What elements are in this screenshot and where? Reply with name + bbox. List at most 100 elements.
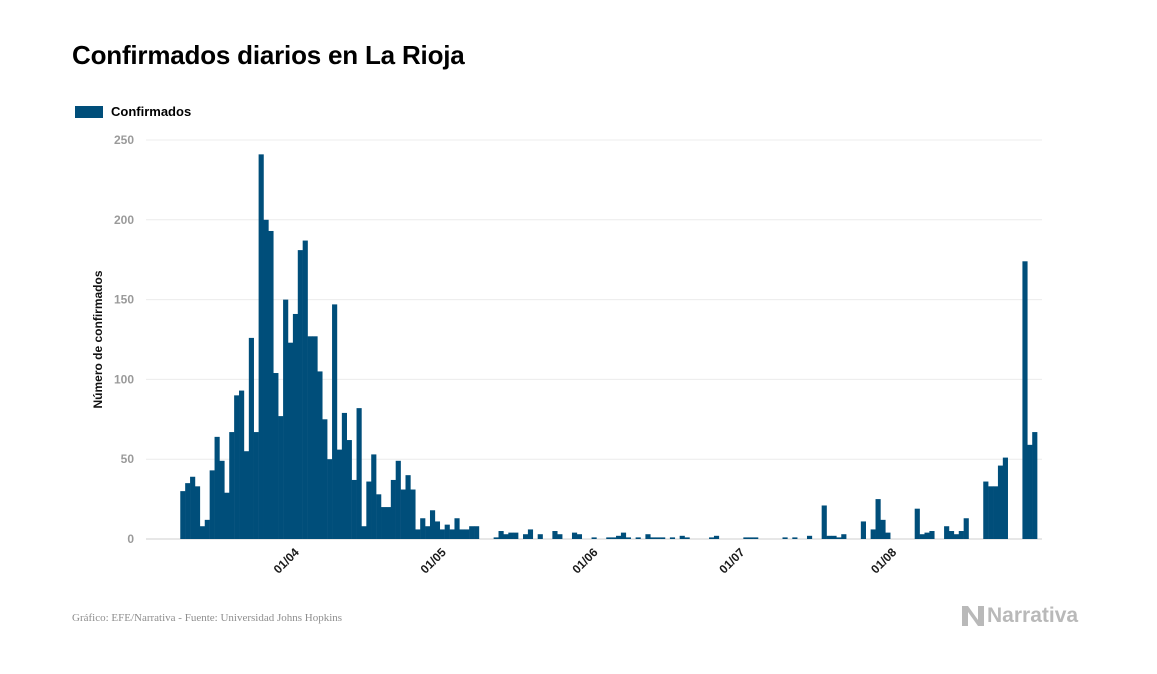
bar [307, 336, 313, 539]
x-tick-label: 01/07 [716, 545, 747, 576]
bar [248, 337, 254, 539]
bar [444, 524, 450, 539]
bar [919, 534, 925, 539]
bar [420, 518, 426, 539]
bar [885, 532, 891, 539]
bar [860, 521, 866, 539]
bar [983, 481, 989, 539]
bar [449, 529, 455, 539]
bar [190, 476, 196, 539]
bar [312, 336, 318, 539]
bar [395, 460, 401, 539]
bar [332, 304, 338, 539]
bar [831, 535, 837, 539]
y-axis-ticks: 0 50 100 150 200 250 [114, 133, 134, 546]
legend-label: Confirmados [111, 104, 192, 119]
bar [361, 526, 367, 539]
chart-title: Confirmados diarios en La Rioja [72, 40, 465, 70]
bar [346, 440, 352, 539]
bar [1002, 457, 1008, 539]
bar [268, 230, 274, 539]
brand-name: Narrativa [987, 604, 1079, 627]
bar [498, 531, 504, 539]
bar [870, 529, 876, 539]
bar [322, 419, 328, 539]
bar [806, 535, 813, 539]
y-tick-label: 200 [114, 213, 134, 227]
bar [341, 412, 347, 539]
bar [297, 250, 303, 539]
bar [635, 537, 641, 539]
bar [660, 537, 666, 539]
bar [415, 529, 421, 539]
bar [283, 299, 289, 539]
bar [180, 491, 186, 539]
bar [552, 531, 558, 539]
bar [669, 537, 676, 539]
bar [527, 529, 534, 539]
bar [381, 507, 387, 539]
bar [239, 390, 245, 539]
bar [434, 521, 441, 539]
x-tick-label: 01/04 [271, 545, 302, 576]
bar [713, 535, 720, 539]
bar [988, 486, 994, 539]
brand-logo: Narrativa [962, 604, 1078, 628]
bar [385, 507, 392, 539]
bar [958, 531, 964, 539]
bar [611, 537, 617, 539]
bar [469, 526, 475, 539]
bar [263, 219, 269, 540]
bar [1032, 432, 1038, 539]
bar [371, 454, 377, 539]
bar [405, 475, 411, 539]
y-tick-label: 150 [114, 293, 134, 307]
y-tick-label: 50 [121, 452, 135, 466]
bar [616, 535, 622, 539]
bar [929, 531, 935, 539]
bar [963, 518, 969, 539]
bar [278, 416, 284, 539]
bar [243, 451, 250, 539]
bar [709, 537, 715, 539]
bar [645, 534, 651, 539]
bar [410, 489, 416, 539]
bar [194, 486, 201, 539]
bar [327, 459, 333, 539]
bar [836, 537, 842, 539]
bar [944, 526, 950, 539]
bar [253, 432, 259, 539]
bar [537, 534, 543, 539]
x-tick-label: 01/08 [868, 545, 899, 576]
bar [317, 371, 323, 539]
bar [948, 531, 955, 539]
bar [826, 535, 832, 539]
bar [650, 537, 656, 539]
bar [821, 505, 827, 539]
bar [1022, 261, 1028, 539]
bar [204, 519, 210, 539]
bar [302, 240, 308, 540]
bar [493, 537, 499, 539]
y-tick-label: 100 [114, 372, 134, 386]
bar [684, 537, 690, 539]
bar [429, 510, 436, 539]
bar [292, 313, 299, 539]
legend: Confirmados [75, 104, 191, 119]
bar [336, 449, 343, 539]
x-tick-label: 01/06 [569, 545, 600, 576]
bar [454, 518, 460, 539]
bar [880, 519, 886, 539]
bar [439, 529, 445, 539]
bar [400, 489, 406, 539]
y-tick-label: 250 [114, 133, 134, 147]
bar [679, 535, 685, 539]
bar [782, 537, 788, 539]
bar [209, 470, 215, 539]
bar [993, 486, 999, 539]
bar [753, 537, 759, 539]
bar [503, 534, 509, 539]
bar [655, 537, 661, 539]
bar [620, 532, 627, 539]
bar [523, 534, 529, 539]
